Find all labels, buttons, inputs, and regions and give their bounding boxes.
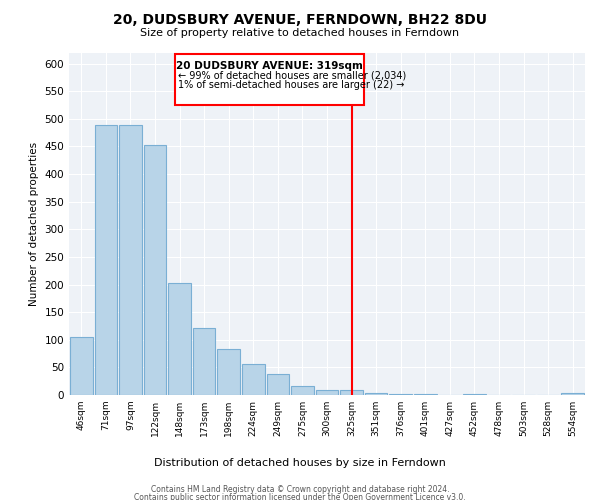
- Text: 1% of semi-detached houses are larger (22) →: 1% of semi-detached houses are larger (2…: [178, 80, 405, 90]
- Bar: [217, 349, 240, 395]
- Text: Distribution of detached houses by size in Ferndown: Distribution of detached houses by size …: [154, 458, 446, 468]
- Bar: [175, 54, 364, 105]
- Y-axis label: Number of detached properties: Number of detached properties: [29, 142, 39, 306]
- Bar: [266, 374, 289, 395]
- Bar: [340, 390, 363, 395]
- Bar: [389, 394, 412, 395]
- Bar: [119, 126, 142, 395]
- Text: Contains HM Land Registry data © Crown copyright and database right 2024.: Contains HM Land Registry data © Crown c…: [151, 485, 449, 494]
- Bar: [242, 364, 265, 395]
- Bar: [365, 394, 388, 395]
- Bar: [70, 337, 92, 395]
- Bar: [95, 126, 117, 395]
- Text: Size of property relative to detached houses in Ferndown: Size of property relative to detached ho…: [140, 28, 460, 38]
- Text: 20, DUDSBURY AVENUE, FERNDOWN, BH22 8DU: 20, DUDSBURY AVENUE, FERNDOWN, BH22 8DU: [113, 12, 487, 26]
- Bar: [193, 328, 215, 395]
- Text: ← 99% of detached houses are smaller (2,034): ← 99% of detached houses are smaller (2,…: [178, 70, 407, 81]
- Bar: [562, 393, 584, 395]
- Bar: [316, 390, 338, 395]
- Bar: [291, 386, 314, 395]
- Text: Contains public sector information licensed under the Open Government Licence v3: Contains public sector information licen…: [134, 492, 466, 500]
- Bar: [168, 284, 191, 395]
- Bar: [143, 145, 166, 395]
- Bar: [414, 394, 437, 395]
- Text: 20 DUDSBURY AVENUE: 319sqm: 20 DUDSBURY AVENUE: 319sqm: [176, 61, 362, 71]
- Bar: [463, 394, 486, 395]
